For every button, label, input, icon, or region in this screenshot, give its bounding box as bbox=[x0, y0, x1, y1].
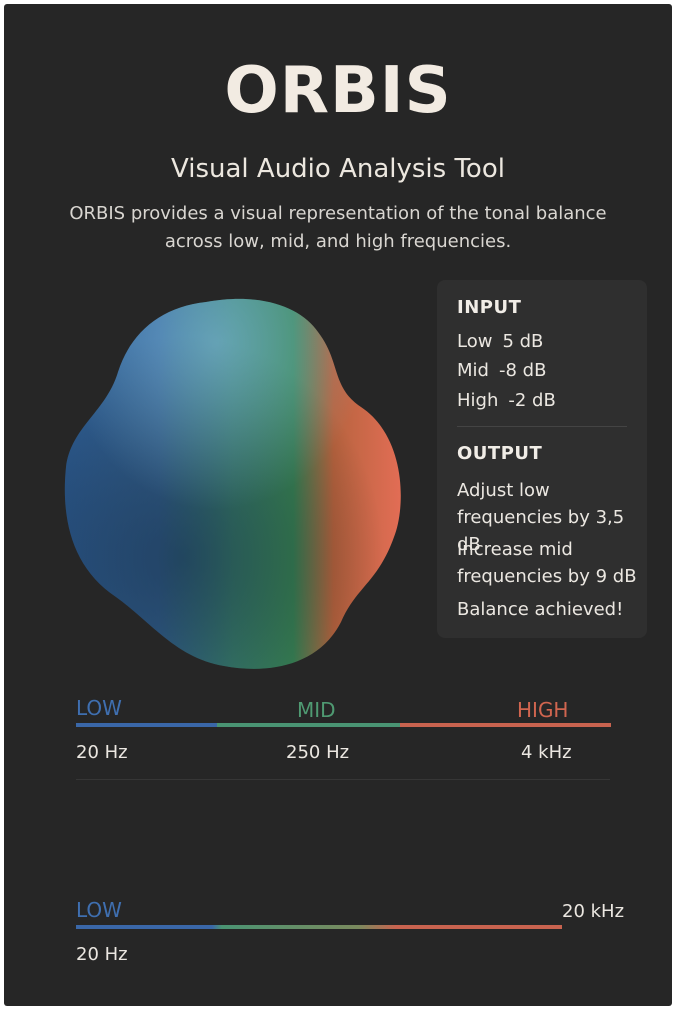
band-bar-low bbox=[76, 723, 217, 727]
input-label: Low bbox=[457, 331, 493, 352]
output-line: Increase mid bbox=[457, 539, 573, 560]
input-value: -2 dB bbox=[508, 390, 556, 411]
band-label-low: LOW bbox=[76, 696, 122, 720]
input-value: -8 dB bbox=[498, 360, 547, 381]
output-line: frequencies by 3,5 dB bbox=[457, 507, 625, 555]
range-label-max: 20 kHz bbox=[562, 901, 625, 922]
tonal-balance-orb bbox=[64, 298, 401, 669]
freq-label-high: 4 kHz bbox=[521, 742, 572, 763]
app-frame: ORBIS Visual Audio Analysis Tool ORBIS p… bbox=[4, 4, 672, 1006]
panel-divider bbox=[457, 426, 627, 427]
input-label: Mid bbox=[457, 360, 489, 381]
analysis-panel: INPUT Low 5 dB Mid -8 dB High -2 dB OUTPUT … bbox=[437, 280, 647, 638]
band-label-high: HIGH bbox=[517, 698, 569, 722]
input-heading: INPUT bbox=[457, 297, 522, 318]
band-bar-high bbox=[400, 723, 611, 727]
band-bar-mid bbox=[217, 723, 400, 727]
input-row-mid: Mid -8 dB bbox=[457, 360, 546, 381]
input-value: 5 dB bbox=[502, 331, 544, 352]
input-row-low: Low 5 dB bbox=[457, 331, 543, 352]
range-label-low: LOW bbox=[76, 898, 122, 922]
description-line: across low, mid, and high frequencies. bbox=[164, 231, 512, 252]
input-label: High bbox=[457, 390, 499, 411]
section-divider bbox=[76, 779, 610, 780]
app-subtitle: Visual Audio Analysis Tool bbox=[171, 154, 505, 184]
description-line: ORBIS provides a visual representation o… bbox=[69, 203, 607, 224]
output-item: Adjust low frequencies by 3,5 dB bbox=[457, 477, 647, 558]
range-bar bbox=[76, 925, 562, 929]
app-description: ORBIS provides a visual representation o… bbox=[64, 200, 612, 256]
output-item: Increase mid frequencies by 9 dB bbox=[457, 536, 647, 590]
freq-label-low: 20 Hz bbox=[76, 742, 128, 763]
input-row-high: High -2 dB bbox=[457, 390, 556, 411]
band-label-mid: MID bbox=[297, 698, 336, 722]
range-label-min: 20 Hz bbox=[76, 944, 128, 965]
app-title: ORBIS bbox=[224, 54, 452, 128]
status-message: Balance achieved! bbox=[457, 599, 624, 620]
output-line: frequencies by 9 dB bbox=[457, 566, 637, 587]
output-line: Adjust low bbox=[457, 480, 550, 501]
output-heading: OUTPUT bbox=[457, 443, 543, 464]
freq-label-mid: 250 Hz bbox=[286, 742, 350, 763]
